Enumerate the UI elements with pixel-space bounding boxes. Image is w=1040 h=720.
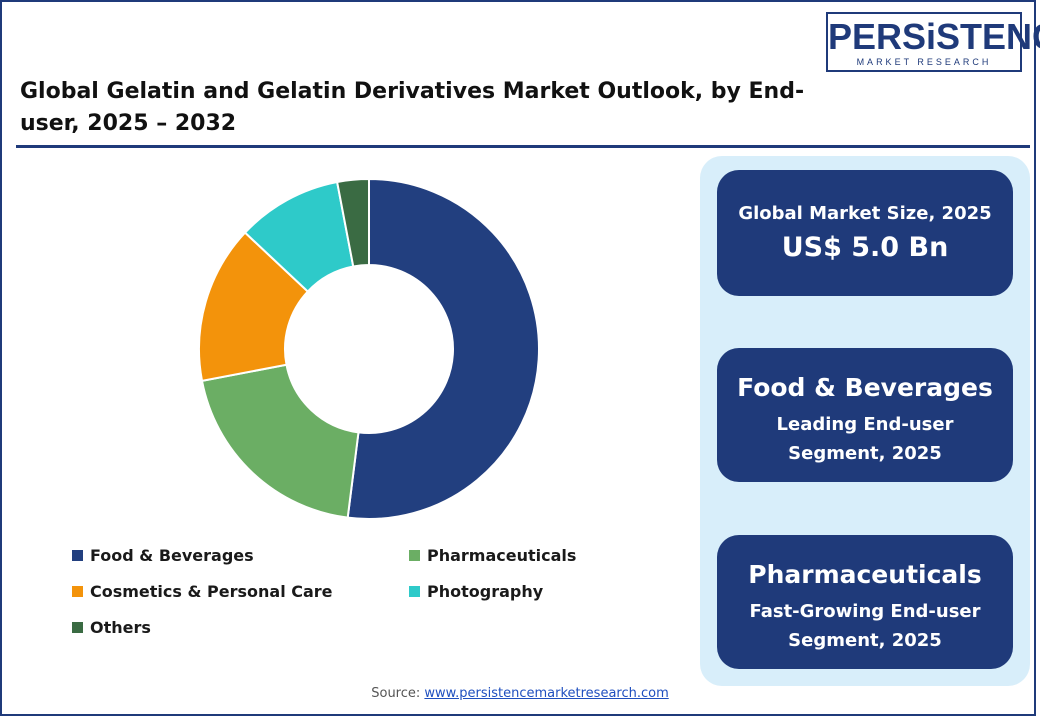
source-label: Source: xyxy=(371,686,421,701)
legend-item-others: Others xyxy=(72,618,151,637)
legend-item-pharmaceuticals: Pharmaceuticals xyxy=(409,546,576,565)
market-size-label: Global Market Size, 2025 xyxy=(738,203,992,224)
legend-swatch xyxy=(72,586,83,597)
legend-swatch xyxy=(409,586,420,597)
market-size-card: Global Market Size, 2025 US$ 5.0 Bn xyxy=(717,170,1013,296)
donut-slice-pharmaceuticals xyxy=(200,363,360,519)
legend-swatch xyxy=(409,550,420,561)
legend-label: Food & Beverages xyxy=(90,546,254,565)
chart-title: Global Gelatin and Gelatin Derivatives M… xyxy=(20,79,805,136)
fast-growing-caption: Fast-Growing End-user Segment, 2025 xyxy=(749,601,981,651)
leading-segment-caption: Leading End-user Segment, 2025 xyxy=(776,414,954,464)
leading-segment-name: Food & Beverages xyxy=(737,373,993,402)
logo-tagline: MARKET RESEARCH xyxy=(856,57,992,67)
legend-swatch xyxy=(72,550,83,561)
fast-growing-name: Pharmaceuticals xyxy=(748,560,982,589)
legend-item-cosmetics-personal-care: Cosmetics & Personal Care xyxy=(72,582,333,601)
source-link[interactable]: www.persistencemarketresearch.com xyxy=(424,686,669,701)
title-divider xyxy=(16,145,1030,148)
legend-swatch xyxy=(72,622,83,633)
legend-label: Photography xyxy=(427,582,544,601)
fast-growing-card: Pharmaceuticals Fast-Growing End-user Se… xyxy=(717,535,1013,669)
source-note: Source: www.persistencemarketresearch.co… xyxy=(0,686,1040,701)
donut-slice-food-beverages xyxy=(346,177,541,520)
logo-name: PERSiSTENCE xyxy=(828,16,1040,57)
leading-segment-card: Food & Beverages Leading End-user Segmen… xyxy=(717,348,1013,482)
donut-slice-others xyxy=(335,177,370,268)
brand-logo: PERSiSTENCE MARKET RESEARCH xyxy=(826,12,1040,72)
legend-label: Pharmaceuticals xyxy=(427,546,577,565)
chart-legend: Food & Beverages Pharmaceuticals Cosmetics… xyxy=(72,546,672,656)
donut-chart xyxy=(180,170,560,530)
donut-svg xyxy=(198,177,541,520)
legend-label: Cosmetics & Personal Care xyxy=(90,582,333,601)
market-size-value: US$ 5.0 Bn xyxy=(781,232,949,263)
legend-item-photography: Photography xyxy=(409,582,543,601)
legend-label: Others xyxy=(90,618,151,637)
legend-item-food-beverages: Food & Beverages xyxy=(72,546,254,565)
